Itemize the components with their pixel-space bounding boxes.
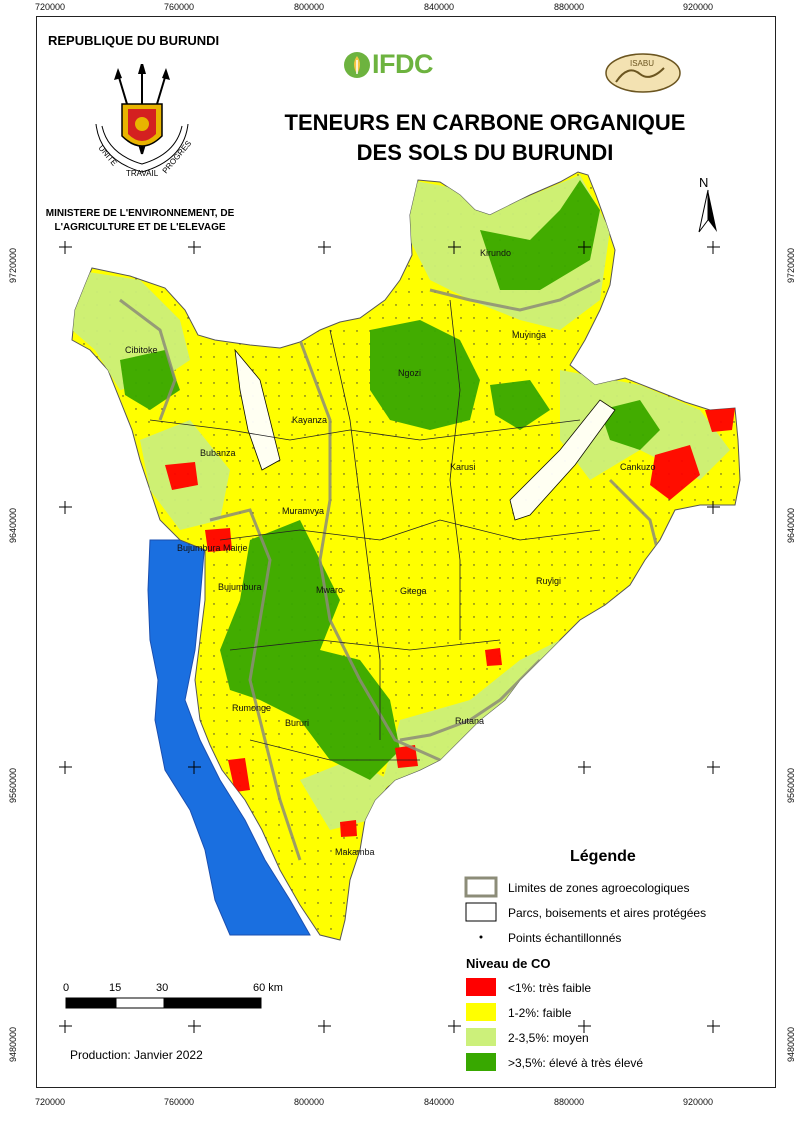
scale-label: 15 [109, 982, 122, 994]
place-label: Cibitoke [125, 345, 158, 355]
x-tick-top: 920000 [683, 2, 714, 12]
x-tick-bottom: 880000 [554, 1097, 585, 1107]
legend-swatch-very-low [466, 978, 496, 996]
map-title: TENEURS EN CARBONE ORGANIQUE DES SOLS DU… [284, 110, 686, 165]
province-boundary [149, 419, 581, 441]
legend-class-label: 1-2%: faible [508, 1006, 572, 1020]
scale-label: 30 [156, 982, 169, 994]
production-date: Production: Janvier 2022 [70, 1048, 203, 1062]
place-label: Ngozi [398, 368, 421, 378]
x-tick-top: 760000 [164, 2, 195, 12]
zone-eleve [490, 380, 550, 430]
scale-label: 0 [63, 982, 70, 994]
park-kibira [234, 348, 281, 471]
zone-eleve [600, 400, 660, 450]
x-tick-bottom: 800000 [294, 1097, 325, 1107]
x-tick-bottom: 920000 [683, 1097, 714, 1107]
ifdc-logo-icon [344, 52, 370, 78]
zone-tres-faible [165, 462, 198, 490]
legend-swatch-zone-limits [464, 876, 498, 898]
place-label: Makamba [335, 847, 375, 857]
place-label: Kayanza [292, 415, 327, 425]
coat-of-arms-emblem: UNITE TRAVAIL PROGRES [95, 64, 194, 178]
place-label: Mwaro [316, 585, 343, 595]
agroecological-boundary [429, 278, 601, 312]
legend-item-label: Parcs, boisements et aires protégées [508, 906, 707, 920]
zone-eleve [480, 180, 600, 290]
legend-item-label: Points échantillonnés [508, 931, 622, 945]
ifdc-logo-text: IFDC [372, 49, 434, 79]
svg-text:UNITE: UNITE [96, 144, 118, 168]
zone-tres-faible [228, 758, 250, 792]
x-tick-top: 840000 [424, 2, 455, 12]
legend-swatch-medium [466, 1028, 496, 1046]
place-label: Karusi [450, 462, 476, 472]
zone-tres-faible [705, 408, 735, 432]
place-label: Muramvya [282, 506, 324, 516]
zone-eleve [370, 320, 480, 430]
agroecological-boundary [399, 658, 542, 742]
province-boundary [249, 739, 420, 761]
svg-text:TRAVAIL: TRAVAIL [126, 169, 159, 178]
x-tick-top: 880000 [554, 2, 585, 12]
place-label: Cankuzo [620, 462, 656, 472]
agroecological-boundary [209, 508, 302, 861]
lake-tanganyika [147, 539, 311, 936]
province-boundary [219, 519, 601, 541]
place-label: Ruyigi [536, 576, 561, 586]
zone-tres-faible [340, 820, 357, 837]
legend-class-label: <1%: très faible [508, 981, 592, 995]
province-boundary [229, 639, 501, 651]
zone-tres-faible [395, 745, 418, 768]
svg-text:ISABU: ISABU [630, 59, 654, 68]
place-label: Bururi [285, 718, 309, 728]
zone-tres-faible [205, 528, 232, 552]
place-label: Muyinga [512, 330, 546, 340]
scale-bar [65, 997, 262, 1009]
legend-swatch-points [479, 935, 483, 939]
x-tick-bottom: 720000 [35, 1097, 66, 1107]
zone-tres-faible [650, 445, 700, 500]
agroecological-boundary [119, 298, 177, 421]
x-tick-top: 720000 [35, 2, 66, 12]
place-label: Bujumbura [218, 582, 262, 592]
legend-swatch-low [466, 1003, 496, 1021]
place-label: Rutana [455, 716, 484, 726]
legend-title: Légende [570, 848, 636, 865]
svg-text:PROGRES: PROGRES [161, 139, 194, 175]
co-level-title: Niveau de CO [466, 956, 551, 971]
scale-label: 60 km [253, 982, 283, 994]
place-label: Rumonge [232, 703, 271, 713]
x-tick-bottom: 840000 [424, 1097, 455, 1107]
province-boundary [449, 299, 461, 640]
isabu-logo: ISABU [605, 53, 681, 93]
legend-class-label: 2-3,5%: moyen [508, 1031, 589, 1045]
place-label: Kirundo [480, 248, 511, 258]
legend-swatch-parks [465, 902, 497, 922]
legend-swatch-high [466, 1053, 496, 1071]
legend-class-label: >3,5%: élevé à très élevé [508, 1056, 644, 1070]
ministry-name: MINISTERE DE L'ENVIRONNEMENT, DE L'AGRIC… [45, 208, 235, 233]
place-label: Gitega [400, 586, 427, 596]
park-ruvubu [509, 399, 616, 521]
x-tick-bottom: 760000 [164, 1097, 195, 1107]
north-arrow-icon [698, 189, 717, 233]
zone-tres-faible [485, 648, 502, 666]
north-label: N [699, 175, 709, 190]
place-label: Bujumbura Mairie [177, 543, 248, 553]
country-name: REPUBLIQUE DU BURUNDI [48, 33, 220, 48]
zone-eleve [120, 350, 180, 410]
place-label: Bubanza [200, 448, 236, 458]
x-tick-top: 800000 [294, 2, 325, 12]
legend-item-label: Limites de zones agroecologiques [508, 881, 690, 895]
province-boundary [329, 329, 381, 740]
